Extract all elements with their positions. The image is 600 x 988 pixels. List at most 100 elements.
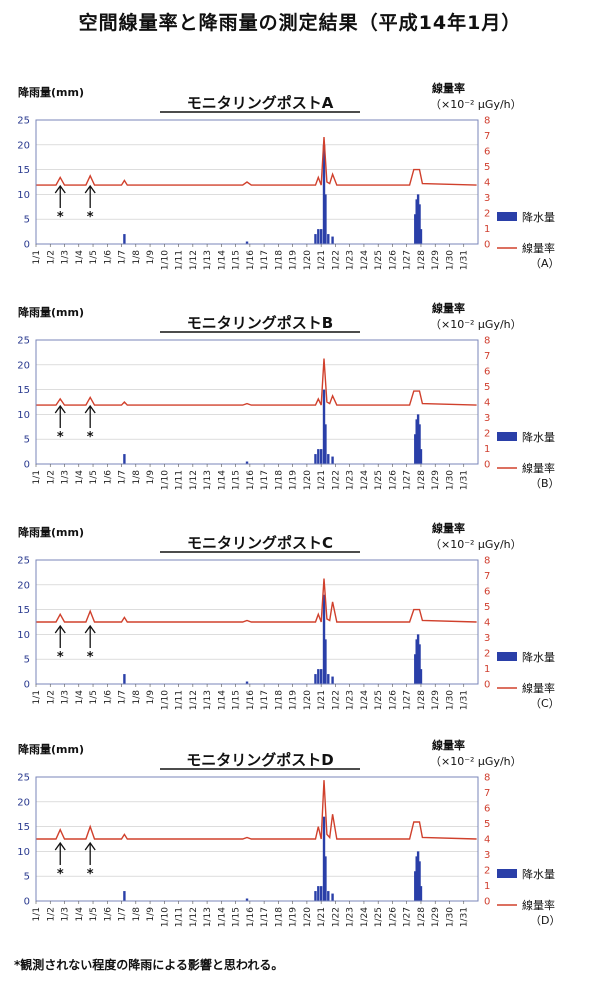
x-tick-label: 1/5 — [89, 907, 99, 921]
rain-bar — [416, 851, 420, 901]
x-tick-label: 1/22 — [331, 470, 341, 490]
legend-rain-label: 降水量 — [522, 867, 555, 881]
rain-bar — [319, 229, 323, 244]
x-tick-label: 1/12 — [189, 250, 199, 270]
x-tick-label: 1/2 — [46, 470, 56, 484]
rain-bar — [418, 424, 421, 464]
left-tick-label: 15 — [17, 605, 30, 616]
right-tick-label: 4 — [484, 398, 490, 409]
arrow-asterisk: * — [57, 430, 64, 445]
rain-bar — [322, 594, 326, 684]
legend-dose-sub: （C） — [530, 697, 560, 710]
left-axis-label: 降雨量(mm) — [18, 525, 84, 539]
arrow-asterisk: * — [57, 650, 64, 665]
x-tick-label: 1/23 — [346, 907, 356, 927]
x-tick-label: 1/6 — [103, 250, 113, 265]
arrow-head — [84, 404, 96, 414]
x-tick-label: 1/20 — [303, 250, 313, 270]
arrow-head — [84, 841, 96, 851]
left-tick-label: 5 — [24, 435, 30, 446]
rain-bar — [327, 674, 330, 684]
x-tick-label: 1/10 — [160, 907, 170, 927]
rain-bar — [331, 456, 334, 464]
x-tick-label: 1/29 — [431, 690, 441, 710]
x-tick-label: 1/6 — [103, 470, 113, 485]
x-tick-label: 1/12 — [189, 690, 199, 710]
legend-rain-swatch — [497, 869, 517, 878]
right-tick-label: 8 — [484, 116, 490, 127]
x-tick-label: 1/10 — [160, 690, 170, 710]
left-tick-label: 20 — [17, 140, 30, 151]
x-tick-label: 1/23 — [346, 690, 356, 710]
x-tick-label: 1/10 — [160, 470, 170, 490]
x-tick-label: 1/5 — [89, 690, 99, 704]
left-tick-label: 5 — [24, 215, 30, 226]
x-tick-label: 1/31 — [460, 690, 470, 710]
x-tick-label: 1/2 — [46, 690, 56, 704]
chart-title: モニタリングポストC — [187, 534, 333, 552]
rain-bar — [245, 241, 249, 244]
x-tick-label: 1/24 — [360, 250, 370, 270]
x-tick-label: 1/24 — [360, 470, 370, 490]
x-tick-label: 1/1 — [32, 250, 42, 264]
rain-bar — [324, 639, 327, 684]
x-tick-label: 1/29 — [431, 250, 441, 270]
x-tick-label: 1/30 — [445, 250, 455, 270]
rain-bar — [322, 816, 326, 901]
x-tick-label: 1/17 — [260, 250, 270, 270]
right-tick-label: 3 — [484, 193, 490, 204]
x-tick-label: 1/4 — [75, 690, 85, 705]
right-tick-label: 0 — [484, 897, 490, 908]
legend-rain-label: 降水量 — [522, 210, 555, 224]
x-tick-label: 1/28 — [417, 907, 427, 927]
left-tick-label: 25 — [17, 116, 30, 127]
x-tick-label: 1/13 — [203, 907, 213, 927]
x-tick-label: 1/1 — [32, 470, 42, 484]
x-tick-label: 1/29 — [431, 907, 441, 927]
plot-frame — [35, 339, 479, 465]
x-tick-label: 1/20 — [303, 690, 313, 710]
left-axis-label: 降雨量(mm) — [18, 742, 84, 756]
dose-line — [36, 136, 477, 186]
right-tick-label: 5 — [484, 382, 490, 393]
x-tick-label: 1/13 — [203, 250, 213, 270]
rain-bar — [123, 674, 126, 684]
x-tick-label: 1/17 — [260, 907, 270, 927]
footnote: *観測されない程度の降雨による影響と思われる。 — [14, 958, 284, 972]
rain-bar — [324, 856, 327, 901]
right-tick-label: 6 — [484, 804, 490, 815]
rain-bar — [416, 194, 420, 244]
rain-bar — [418, 644, 421, 684]
x-tick-label: 1/20 — [303, 907, 313, 927]
rain-bar — [327, 891, 330, 901]
left-tick-label: 0 — [24, 460, 30, 471]
x-tick-label: 1/30 — [445, 470, 455, 490]
arrow-head — [54, 184, 66, 194]
x-tick-label: 1/16 — [246, 690, 256, 710]
right-tick-label: 0 — [484, 680, 490, 691]
x-tick-label: 1/11 — [175, 250, 185, 270]
x-tick-label: 1/28 — [417, 250, 427, 270]
rain-bar — [245, 461, 249, 464]
right-axis-unit: （×10⁻² μGy/h） — [430, 318, 522, 331]
x-tick-label: 1/27 — [403, 690, 413, 710]
right-tick-label: 3 — [484, 413, 490, 424]
x-tick-label: 1/9 — [146, 690, 156, 705]
rain-bar — [327, 454, 330, 464]
dose-line — [36, 358, 477, 406]
x-tick-label: 1/20 — [303, 470, 313, 490]
x-tick-label: 1/14 — [217, 690, 227, 710]
rain-bar — [317, 449, 320, 464]
legend-rain-swatch — [497, 212, 517, 221]
right-axis-label: 線量率 — [432, 521, 465, 535]
x-tick-label: 1/25 — [374, 690, 384, 710]
plot-frame — [35, 559, 479, 685]
right-tick-label: 0 — [484, 240, 490, 251]
right-axis-label: 線量率 — [432, 81, 465, 95]
arrow-head — [84, 184, 96, 194]
legend-dose-sub: （B） — [530, 477, 560, 490]
x-tick-label: 1/11 — [175, 470, 185, 490]
right-tick-label: 1 — [484, 444, 490, 455]
dose-line — [36, 578, 477, 623]
